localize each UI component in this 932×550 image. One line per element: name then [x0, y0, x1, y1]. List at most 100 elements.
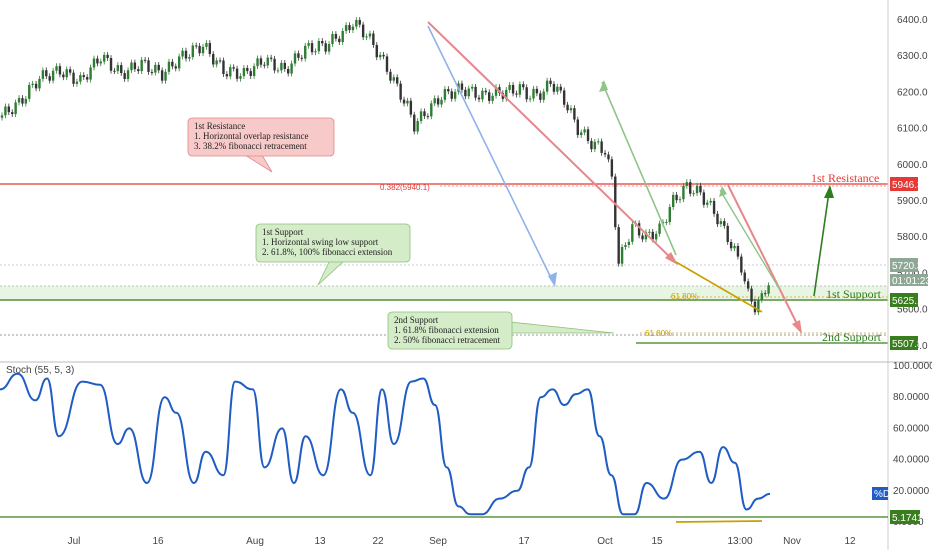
candle-body	[89, 67, 92, 80]
green-diagonal-line	[601, 81, 677, 256]
candle-body	[341, 31, 344, 43]
candle-body	[256, 58, 259, 67]
candle-body	[488, 92, 491, 101]
price-tick-label: 6100.0	[897, 124, 928, 135]
stoch-line	[0, 372, 771, 516]
candle-body	[24, 98, 28, 104]
candle-body	[34, 83, 38, 89]
candle-body	[331, 34, 334, 44]
candle-body	[372, 33, 375, 45]
candle-body	[644, 232, 648, 240]
candle-body	[28, 84, 31, 99]
candle-body	[569, 108, 573, 111]
candle-body	[215, 60, 218, 65]
resistance-price-tag-text: 5946.3	[892, 180, 923, 191]
candle-body	[740, 256, 743, 273]
green-diagonal-head	[599, 80, 608, 92]
candle-body	[654, 233, 658, 240]
candle-body	[402, 99, 406, 104]
red-down-arrow-2-head	[792, 320, 802, 334]
candle-body	[147, 60, 150, 72]
candle-body	[327, 43, 331, 52]
candle-body	[763, 293, 767, 295]
current-price-tag-text: 5720.3	[892, 261, 923, 272]
candle-body	[440, 99, 443, 105]
candle-body	[406, 100, 409, 104]
time-tick-label: 15	[651, 536, 663, 547]
current-price-tag	[890, 258, 918, 272]
candle-body	[423, 111, 426, 117]
candle-body	[314, 51, 317, 53]
candle-body	[310, 43, 314, 53]
candle-body	[137, 69, 140, 72]
red-down-arrow-1-head	[665, 252, 678, 265]
countdown-tag-text: 01:01:23	[892, 276, 931, 287]
projection-arrow-head	[824, 185, 834, 198]
candle-body	[409, 100, 413, 115]
candle-body	[195, 45, 198, 47]
price-tick-label: 6000.0	[897, 160, 928, 171]
price-tick-label: 5600.0	[897, 305, 928, 316]
candle-body	[760, 293, 763, 300]
candle-body	[355, 19, 358, 27]
candle-body	[525, 87, 528, 100]
time-tick-label: Nov	[783, 536, 801, 547]
candle-body	[464, 89, 467, 97]
support1-note-line-2: 1. Horizontal swing low support	[262, 237, 379, 247]
candle-body	[4, 106, 7, 116]
support2-label: 2nd Support	[822, 330, 882, 344]
candle-body	[338, 38, 341, 43]
candle-body	[559, 86, 562, 91]
candle-body	[239, 76, 242, 79]
stoch-tick-label: 100.0000	[893, 361, 932, 372]
resistance-note-line-1: 1st Resistance	[194, 121, 245, 131]
time-tick-label: 13:00	[727, 536, 752, 547]
candle-body	[48, 76, 51, 81]
candle-body	[467, 88, 470, 97]
candle-body	[528, 98, 532, 100]
stoch-value-tag	[890, 510, 920, 524]
candle-body	[723, 221, 726, 226]
candle-body	[729, 241, 733, 249]
candle-body	[273, 58, 276, 71]
candle-body	[55, 66, 58, 71]
price-tick-label: 6300.0	[897, 51, 928, 62]
candle-body	[736, 245, 740, 257]
blue-down-arrow	[427, 25, 554, 283]
candle-body	[743, 272, 746, 282]
candle-body	[164, 71, 167, 81]
candle-body	[733, 245, 736, 249]
fib-618-label-b: 61.80%	[645, 329, 672, 338]
candle-body	[389, 71, 392, 81]
candle-body	[631, 224, 634, 242]
candle-body	[624, 244, 627, 247]
resistance-price-tag	[890, 177, 918, 191]
candle-body	[317, 40, 321, 52]
candle-body	[0, 115, 4, 118]
candle-body	[712, 200, 716, 214]
candle-body	[419, 111, 423, 122]
candle-body	[208, 43, 212, 54]
candle-body	[392, 77, 396, 81]
candle-body	[433, 98, 436, 104]
candle-body	[515, 93, 518, 95]
candle-body	[150, 71, 154, 73]
candle-body	[607, 154, 610, 160]
time-tick-label: 12	[844, 536, 856, 547]
candle-body	[58, 66, 62, 75]
analysis-arrows	[427, 21, 834, 334]
candle-body	[665, 221, 668, 223]
candle-body	[539, 93, 542, 100]
candle-body	[413, 114, 416, 132]
blue-down-arrow-head	[548, 272, 557, 287]
candle-body	[668, 207, 671, 222]
candle-body	[113, 70, 116, 72]
candle-body	[658, 223, 661, 234]
candle-body	[225, 74, 229, 77]
candle-body	[637, 223, 641, 236]
support1-zone	[0, 286, 888, 301]
candle-body	[344, 25, 348, 32]
candle-body	[508, 84, 511, 90]
price-tick-label: 5900.0	[897, 196, 928, 207]
candle-body	[218, 60, 222, 62]
